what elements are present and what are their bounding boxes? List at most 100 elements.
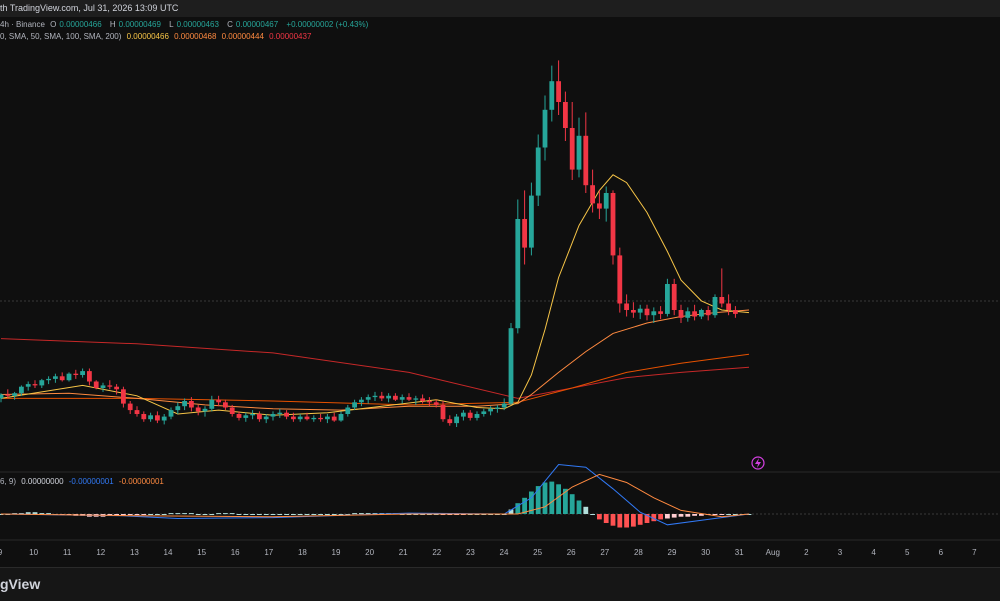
ma-value-2: 0.00000468 [174,32,217,41]
candle-body [168,410,174,417]
time-axis-label: 11 [63,548,72,557]
time-axis-label: 5 [905,548,910,557]
candle-body [631,310,636,313]
candle-body [603,193,609,209]
candle-body [501,403,507,408]
candle-body [535,147,541,196]
candle [542,95,548,161]
candle-body [161,416,167,421]
macd-histogram-bar [311,514,317,515]
candle [481,408,487,417]
candle-body [576,135,582,170]
time-axis-label: 13 [130,548,139,557]
sma-20-line [0,174,750,416]
macd-histogram-bar [590,514,595,515]
time-axis-label: 28 [634,548,643,557]
candle [386,393,391,403]
candle [141,411,147,422]
candle [175,402,181,414]
candle [515,199,521,334]
candle-body [549,81,555,110]
candle [597,190,602,219]
candle-body [454,416,459,424]
time-axis-label: 15 [197,548,206,557]
candle [338,411,344,422]
macd-histogram-bar [32,512,38,514]
top-bar: th TradingView.com, Jul 31, 2026 13:09 U… [0,0,1000,17]
macd-histogram-bar [535,486,541,514]
time-axis-label: 18 [298,548,307,557]
macd-histogram-bar [304,514,310,515]
candle [488,406,493,416]
candle [127,401,133,414]
macd-histogram-bar [440,514,446,515]
candle [345,404,351,417]
candle-body [5,394,11,396]
macd-histogram-bar [719,514,725,515]
candle-body [359,399,364,403]
candle-body [515,219,521,329]
candle [134,406,140,417]
candle [53,373,58,383]
candle [32,380,38,388]
candle [304,412,310,421]
candle [461,410,466,421]
time-axis-label: 21 [399,548,408,557]
macd-histogram-bar [447,514,453,515]
candle [420,394,425,404]
candle-body [386,395,391,399]
candle-body [87,371,92,382]
macd-histogram-bar [250,514,255,515]
flash-icon[interactable] [751,456,765,470]
candle [665,278,670,317]
candle-body [420,398,425,401]
candle-body [712,297,718,316]
candle [73,369,79,379]
candle [447,415,453,426]
ma-value-4: 0.00000437 [269,32,312,41]
candle [168,407,174,420]
time-axis-label: 22 [432,548,441,557]
macd-histogram-bar [263,514,269,515]
candle [406,393,412,401]
candle [603,186,609,222]
candle [440,401,446,422]
candle-body [733,310,738,314]
macd-histogram-bar [624,514,629,528]
macd-signal-value: -0.00000001 [118,477,164,486]
macd-histogram-bar [270,514,276,515]
macd-histogram-bar [318,514,323,515]
macd-histogram-bar [12,513,17,515]
candle [712,294,718,318]
candle-body [263,416,269,420]
candle-body [0,394,4,399]
macd-histogram-bar [229,513,235,515]
candle-body [461,412,466,417]
candle-body [182,401,187,407]
time-axis-label: 24 [500,548,509,557]
candle-body [427,401,432,403]
candle-body [229,407,235,414]
candle [726,294,731,316]
candle [331,412,337,422]
macd-histogram-bar [46,513,51,515]
macd-histogram-bar [671,514,677,518]
candle-body [236,414,242,418]
macd-histogram-bar [733,514,738,515]
candle-body [195,407,201,412]
macd-histogram-bar [529,491,534,514]
candle [25,381,31,391]
candle [610,190,616,265]
candle-body [127,403,133,411]
time-axis-label: 12 [96,548,105,557]
time-axis-label: 7 [972,548,977,557]
macd-histogram-bar [182,513,187,515]
candle-body [175,406,181,411]
time-axis-label: Aug [766,548,780,557]
macd-histogram-bar [454,514,459,515]
candle [229,404,235,417]
macd-histogram-bar [223,513,228,515]
price-chart[interactable]: 9101112131415161718192021222324252627282… [0,0,1000,567]
candle-body [617,255,623,304]
macd-histogram-bar [365,513,371,515]
